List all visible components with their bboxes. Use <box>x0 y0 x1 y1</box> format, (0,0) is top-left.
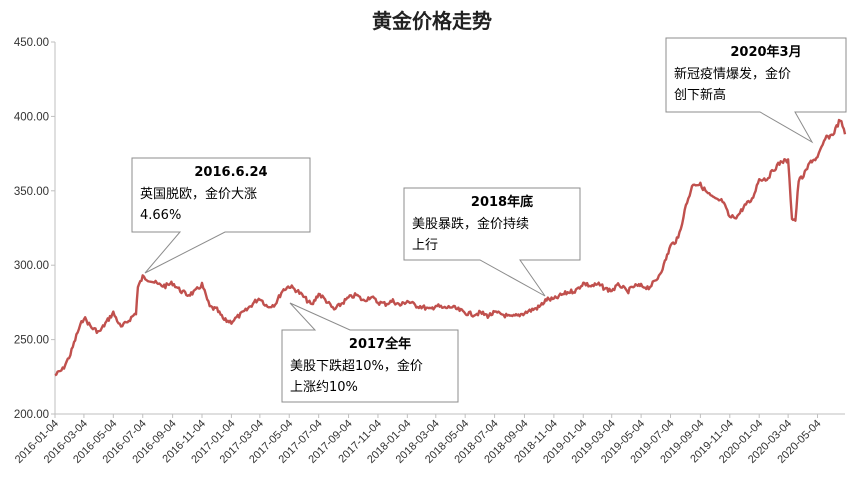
callout-box <box>403 187 581 297</box>
callout-box <box>281 302 459 403</box>
y-tick-label: 300.00 <box>14 260 49 272</box>
callout-text-line: 创下新高 <box>674 87 726 103</box>
callout-heading: 2017全年 <box>349 336 411 352</box>
y-tick-label: 400.00 <box>14 111 49 123</box>
y-tick-label: 350.00 <box>14 186 49 198</box>
callout-text-line: 英国脱欧，金价大涨 <box>140 186 257 202</box>
callout-box <box>131 157 311 274</box>
callout-text-line: 上行 <box>412 238 438 253</box>
y-axis-tick-labels: 200.00 250.00 300.00 350.00 400.00 450.00 <box>14 37 55 421</box>
x-axis-tick-labels: 2016-01-042016-03-042016-05-042016-07-04… <box>13 414 824 466</box>
callout-text-line: 新冠疫情爆发，金价 <box>674 66 791 82</box>
callout-text-line: 上涨约10% <box>290 380 358 395</box>
y-tick-label: 450.00 <box>14 37 49 49</box>
series-line <box>54 118 847 377</box>
callout-text-line: 美股暴跌，金价持续 <box>412 216 529 232</box>
callout-text-line: 美股下跌超10%，金价 <box>290 358 423 374</box>
annotation-callout: 2016.6.24 英国脱欧，金价大涨 4.66% <box>131 157 311 274</box>
y-tick-label: 250.00 <box>14 335 49 347</box>
callout-text-line: 4.66% <box>140 208 181 223</box>
annotation-callouts: 2016.6.24 英国脱欧，金价大涨 4.66% 2017全年美股下跌超10%，金价… <box>131 37 847 403</box>
callout-heading: 2018年底 <box>471 194 533 210</box>
callout-heading: 2016.6.24 <box>194 165 267 180</box>
callout-heading: 2020年3月 <box>730 44 801 60</box>
chart-title: 黄金价格走势 <box>372 9 492 33</box>
y-tick-label: 200.00 <box>14 409 49 421</box>
callout-box <box>665 37 847 144</box>
axes <box>54 42 845 415</box>
